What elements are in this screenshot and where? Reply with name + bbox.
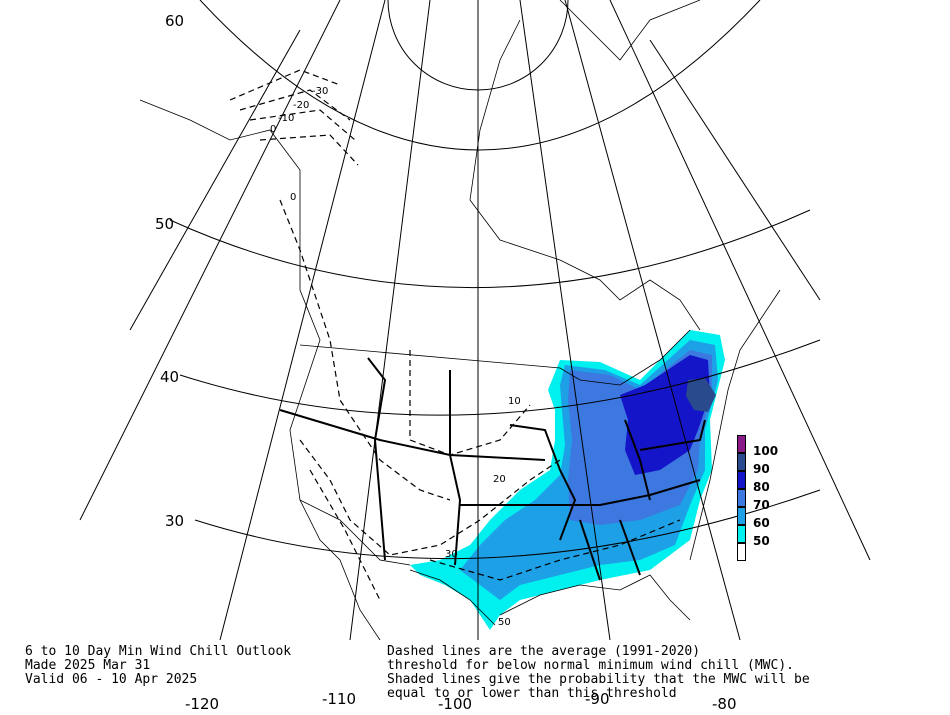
lat-arc-40 — [179, 339, 821, 416]
note-line: threshold for below normal minimum wind … — [387, 658, 794, 673]
map-note-block: Dashed lines are the average (1991-2020)… — [387, 645, 810, 701]
lat-label-30: 30 — [165, 512, 185, 530]
legend-swatch-100 — [737, 435, 746, 453]
lat-arc-60 — [199, 0, 761, 151]
coastlines-and-borders — [139, 0, 781, 641]
contour-label: -10 — [278, 113, 295, 124]
map-title-block: 6 to 10 Day Min Wind Chill Outlook Made 2… — [25, 645, 291, 687]
legend-label-60: 60 — [753, 516, 770, 530]
title-line: 6 to 10 Day Min Wind Chill Outlook — [25, 644, 292, 659]
lat-arc-30 — [194, 489, 821, 560]
made-date: Made 2025 Mar 31 — [25, 658, 151, 673]
legend-swatch-60 — [737, 507, 746, 525]
contour-label: 30 — [445, 549, 458, 560]
lat-label-40: 40 — [160, 368, 180, 386]
lon-label-80: -80 — [712, 695, 737, 713]
legend-label-90: 90 — [753, 462, 770, 476]
contour-label: 0 — [270, 124, 277, 135]
legend-swatch-none — [737, 543, 746, 561]
shade-90 — [686, 378, 716, 412]
lat-arc-50 — [169, 209, 811, 289]
threshold-contours — [229, 69, 681, 601]
contour-label: 20 — [493, 474, 506, 485]
lat-label-50: 50 — [155, 215, 175, 233]
legend-label-80: 80 — [753, 480, 770, 494]
legend-swatch-80 — [737, 471, 746, 489]
state-boundaries — [279, 357, 706, 581]
contour-label: -30 — [312, 86, 329, 97]
lat-label-60: 60 — [165, 12, 185, 30]
lon-label-120: -120 — [185, 695, 220, 713]
contour-label: 50 — [498, 617, 511, 628]
legend-label-70: 70 — [753, 498, 770, 512]
contour-label: 0 — [290, 192, 297, 203]
contour-label: 10 — [508, 396, 521, 407]
contour-label: -20 — [293, 100, 310, 111]
probability-shading — [410, 330, 725, 630]
legend-swatch-90 — [737, 453, 746, 471]
us-mexico-border — [299, 499, 411, 566]
lon-label-90: -90 — [585, 690, 610, 708]
legend-label-100: 100 — [753, 444, 779, 458]
north-america-outline — [139, 0, 781, 641]
lon-label-110: -110 — [322, 690, 357, 708]
note-line: Dashed lines are the average (1991-2020) — [387, 644, 701, 659]
us-canada-border — [299, 329, 691, 386]
note-line: equal to or lower than this threshold — [387, 686, 677, 701]
lon-label-100: -100 — [438, 695, 473, 713]
legend-swatch-50 — [737, 525, 746, 543]
note-line: Shaded lines give the probability that t… — [387, 672, 810, 687]
legend-swatch-70 — [737, 489, 746, 507]
legend-label-50: 50 — [753, 534, 770, 548]
valid-dates: Valid 06 - 10 Apr 2025 — [25, 672, 198, 687]
graticule — [79, 0, 871, 641]
